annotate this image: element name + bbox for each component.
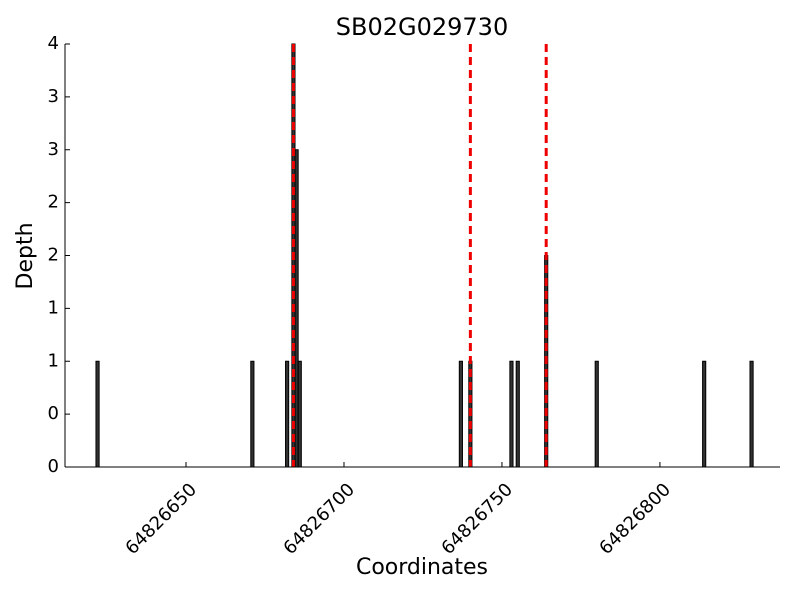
x-tick-label: 64826700 xyxy=(279,479,359,559)
chart-title: SB02G029730 xyxy=(336,13,508,41)
bar xyxy=(297,360,302,468)
y-tick-label: 1 xyxy=(48,350,59,371)
bar xyxy=(702,360,707,468)
y-tick-label: 4 xyxy=(48,33,59,54)
y-tick-label: 2 xyxy=(48,245,59,266)
x-axis-label: Coordinates xyxy=(356,555,488,580)
y-axis-label: Depth xyxy=(13,222,38,289)
bar xyxy=(594,360,599,468)
bar xyxy=(749,360,754,468)
x-tick-label: 64826750 xyxy=(437,479,517,559)
y-tick-label: 3 xyxy=(48,86,59,107)
x-tick-label: 64826800 xyxy=(595,479,675,559)
y-tick-label: 2 xyxy=(48,192,59,213)
bar xyxy=(515,360,520,468)
bar xyxy=(250,360,255,468)
y-tick-label: 0 xyxy=(48,403,59,424)
bar xyxy=(285,360,290,468)
y-tick-label: 1 xyxy=(48,297,59,318)
y-tick-label: 0 xyxy=(48,456,59,477)
bar xyxy=(95,360,100,468)
y-tick-label: 3 xyxy=(48,139,59,160)
x-tick-label: 64826650 xyxy=(121,479,201,559)
bar xyxy=(509,360,514,468)
bar xyxy=(458,360,463,468)
